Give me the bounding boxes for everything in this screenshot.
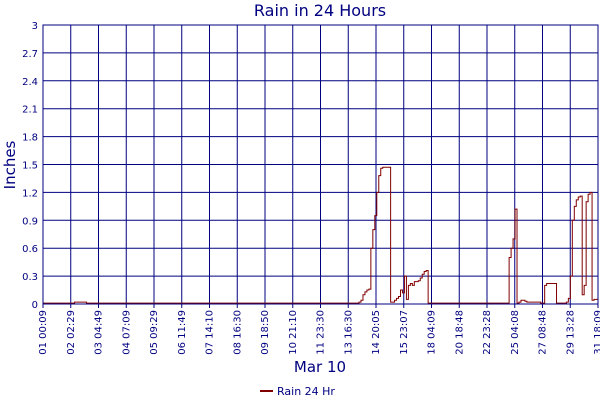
x-tick-label: 04 07:09 — [121, 310, 132, 355]
x-tick-label: 15 23:07 — [399, 310, 410, 355]
x-tick-label: 10 21:10 — [288, 310, 299, 355]
x-tick-label: 25 04:08 — [510, 310, 521, 355]
y-tick-label: 1.5 — [22, 161, 38, 172]
x-tick-label: 18 04:09 — [427, 310, 438, 355]
y-tick-label: 2.7 — [22, 49, 38, 60]
x-tick-label: 06 11:49 — [177, 310, 188, 355]
y-tick-label: 1.8 — [22, 133, 38, 144]
x-tick-label: 01 00:09 — [38, 310, 49, 355]
chart-title: Rain in 24 Hours — [254, 1, 386, 20]
y-tick-label: 0.6 — [22, 244, 38, 255]
x-tick-label: 11 23:30 — [316, 310, 327, 355]
y-tick-label: 3 — [32, 21, 38, 32]
y-axis-label: Inches — [1, 140, 19, 189]
legend-entry: Rain 24 Hr — [277, 385, 335, 398]
x-tick-label: 27 08:48 — [538, 310, 549, 355]
x-tick-label: 05 09:29 — [149, 310, 160, 355]
x-tick-label: 09 18:50 — [260, 310, 271, 355]
x-tick-label: 14 20:05 — [371, 310, 382, 355]
x-tick-label: 31 18:09 — [593, 310, 600, 355]
x-axis-ticks: 01 00:09 02 02:29 03 04:49 04 07:09 05 09:29… — [38, 304, 600, 355]
grid-lines — [42, 24, 599, 305]
x-tick-label: 29 13:28 — [565, 310, 576, 355]
x-axis-label: Mar 10 — [294, 358, 346, 376]
x-tick-label: 08 16:30 — [232, 310, 243, 355]
y-tick-label: 1.2 — [22, 188, 38, 199]
y-tick-label: 0 — [32, 300, 38, 311]
x-tick-label: 07 14:10 — [205, 310, 216, 355]
y-axis-ticks: 0 0.3 0.6 0.9 1.2 1.5 1.8 2.1 2.4 2.7 3 — [22, 21, 38, 311]
x-tick-label: 20 18:48 — [454, 310, 465, 355]
series-line-rain-24hr — [43, 166, 598, 304]
y-tick-label: 0.3 — [22, 272, 38, 283]
y-tick-label: 2.1 — [22, 105, 38, 116]
x-tick-label: 13 16:30 — [343, 310, 354, 355]
plot-border — [42, 24, 599, 305]
y-tick-label: 0.9 — [22, 216, 38, 227]
y-tick-label: 2.4 — [22, 77, 38, 88]
x-tick-label: 02 02:29 — [66, 310, 77, 355]
x-tick-label: 22 23:28 — [482, 310, 493, 355]
legend: Rain 24 Hr — [260, 385, 335, 398]
x-tick-label: 03 04:49 — [94, 310, 105, 355]
series-group — [43, 166, 598, 304]
